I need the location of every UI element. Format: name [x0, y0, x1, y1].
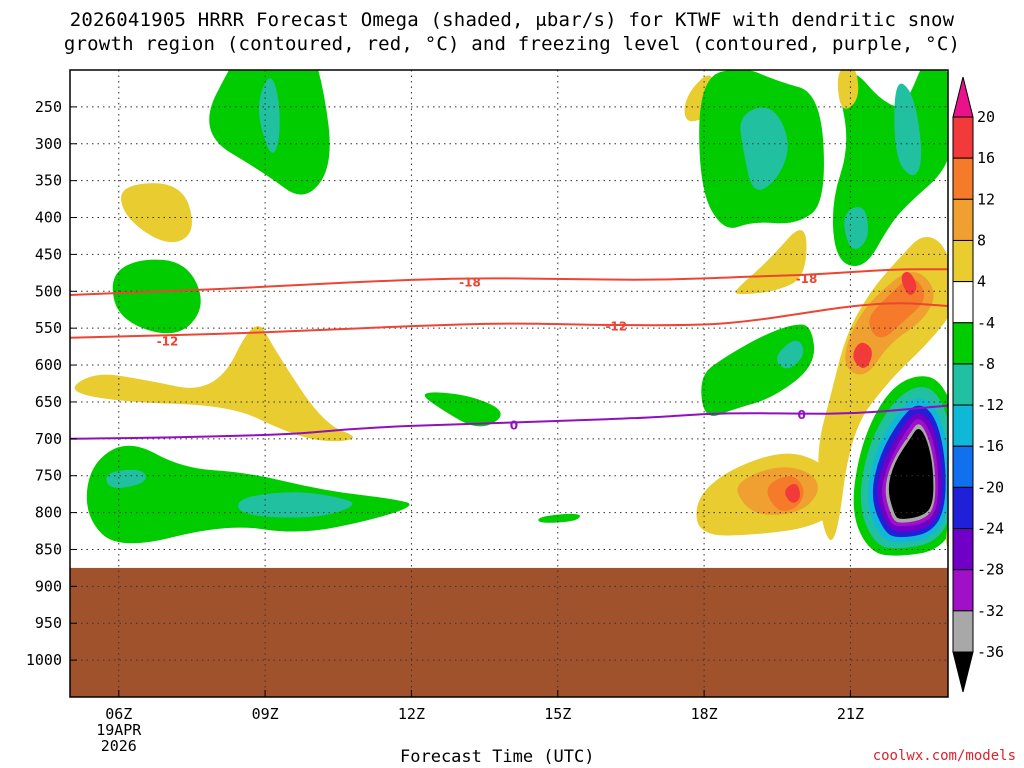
- grid-lines: [70, 70, 948, 697]
- colorbar-label-11: -28: [977, 561, 1004, 579]
- colorbar-segment-12: [952, 569, 974, 612]
- title-line-1: 2026041905 HRRR Forecast Omega (shaded, …: [69, 9, 955, 31]
- title-line-2: growth region (contoured, red, °C) and f…: [63, 33, 961, 55]
- colorbar-segment-5: [952, 281, 974, 324]
- x-tick-label-18Z: 18Z: [691, 705, 718, 723]
- colorbar-segment-4: [952, 239, 974, 283]
- omega-region-27: [853, 342, 872, 369]
- y-tick-label-850: 850: [35, 540, 62, 558]
- omega-region-17: [735, 230, 807, 295]
- colorbar-segment-3: [952, 198, 974, 241]
- omega-shading: [74, 70, 948, 556]
- colorbar-label-13: -36: [977, 643, 1004, 661]
- colorbar-label-3: 8: [977, 231, 986, 249]
- omega-region-7: [106, 469, 146, 488]
- y-tick-label-450: 450: [35, 245, 62, 263]
- omega-region-4: [74, 326, 353, 442]
- colorbar-segment-11: [952, 528, 974, 571]
- omega-region-6: [238, 492, 353, 518]
- contour-label-1-0: -12: [157, 334, 179, 348]
- chart-title: 2026041905 HRRR Forecast Omega (shaded, …: [0, 8, 1024, 56]
- colorbar-label-12: -32: [977, 602, 1004, 620]
- omega-region-5: [86, 445, 410, 544]
- y-tick-label-750: 750: [35, 467, 62, 485]
- x-date-line-2: 2026: [101, 737, 137, 755]
- y-tick-label-1000: 1000: [26, 651, 62, 669]
- omega-region-1: [259, 78, 280, 153]
- colorbar-label-6: -8: [977, 355, 995, 373]
- omega-region-8: [424, 392, 501, 427]
- colorbar-top-arrow: [952, 76, 974, 118]
- contour-label-1-1: -12: [605, 320, 627, 334]
- y-tick-label-350: 350: [35, 172, 62, 190]
- x-tick-label-06Z: 06Z: [105, 705, 132, 723]
- colorbar-segment-1: [952, 116, 974, 159]
- temperature-contours: -18 -18 -12 -12 0 0: [70, 268, 948, 440]
- y-tick-label-950: 950: [35, 614, 62, 632]
- x-tick-label-21Z: 21Z: [837, 705, 864, 723]
- credit-link[interactable]: coolwx.com/models: [872, 748, 1016, 764]
- colorbar-bottom-arrow: [952, 651, 974, 693]
- contour-label-0-1: -18: [796, 272, 818, 286]
- y-tick-label-900: 900: [35, 577, 62, 595]
- plot-frame: [69, 69, 949, 698]
- colorbar-label-7: -12: [977, 396, 1004, 414]
- contour-line-0: [70, 268, 948, 296]
- omega-region-2: [121, 183, 192, 243]
- y-tick-label-650: 650: [35, 393, 62, 411]
- x-date-line-1: 19APR: [96, 721, 142, 739]
- y-tick-label-800: 800: [35, 504, 62, 522]
- colorbar-segment-7: [952, 363, 974, 406]
- colorbar-segment-10: [952, 486, 974, 530]
- omega-region-28: [901, 271, 917, 295]
- colorbar-segment-2: [952, 157, 974, 200]
- colorbar-label-9: -20: [977, 478, 1004, 496]
- x-axis-label: Forecast Time (UTC): [400, 747, 595, 767]
- colorbar-label-2: 12: [977, 190, 995, 208]
- y-tick-label-550: 550: [35, 319, 62, 337]
- omega-region-9: [538, 513, 580, 523]
- colorbar-label-1: 16: [977, 149, 995, 167]
- colorbar-segment-13: [952, 610, 974, 653]
- contour-line-2: [70, 404, 948, 440]
- y-axis-ticks: 250 300 350 400 450 500 550 600 650 700 750 800 850 9…: [26, 98, 77, 669]
- colorbar-label-4: 4: [977, 273, 986, 291]
- y-tick-label-400: 400: [35, 209, 62, 227]
- y-tick-label-600: 600: [35, 356, 62, 374]
- contour-label-2-0: 0: [510, 419, 518, 433]
- terrain-block: [70, 567, 948, 697]
- colorbar-segment-8: [952, 404, 974, 447]
- x-tick-label-09Z: 09Z: [252, 705, 279, 723]
- y-tick-label-500: 500: [35, 282, 62, 300]
- colorbar-segment-9: [952, 445, 974, 488]
- colorbar-label-0: 20: [977, 108, 995, 126]
- omega-region-12: [740, 107, 788, 190]
- colorbar: 20 16 12 8 4 -4 -8 -12 -16 -20 -24 -28 -32 -36: [952, 76, 1004, 693]
- omega-region-23: [785, 483, 801, 503]
- colorbar-label-8: -16: [977, 437, 1004, 455]
- omega-region-16: [837, 70, 859, 109]
- omega-region-19: [776, 340, 804, 369]
- x-tick-label-12Z: 12Z: [398, 705, 425, 723]
- contour-label-0-0: -18: [459, 275, 481, 289]
- omega-region-3: [112, 259, 201, 334]
- y-tick-label-700: 700: [35, 430, 62, 448]
- contour-line-1: [70, 302, 948, 339]
- x-tick-label-15Z: 15Z: [544, 705, 571, 723]
- y-tick-label-250: 250: [35, 98, 62, 116]
- colorbar-label-5: -4: [977, 314, 995, 332]
- colorbar-label-10: -24: [977, 520, 1004, 538]
- colorbar-segment-6: [952, 322, 974, 365]
- y-tick-label-300: 300: [35, 135, 62, 153]
- omega-region-36: [888, 429, 934, 519]
- contour-label-2-1: 0: [797, 408, 805, 422]
- terrain-fill: [70, 567, 948, 697]
